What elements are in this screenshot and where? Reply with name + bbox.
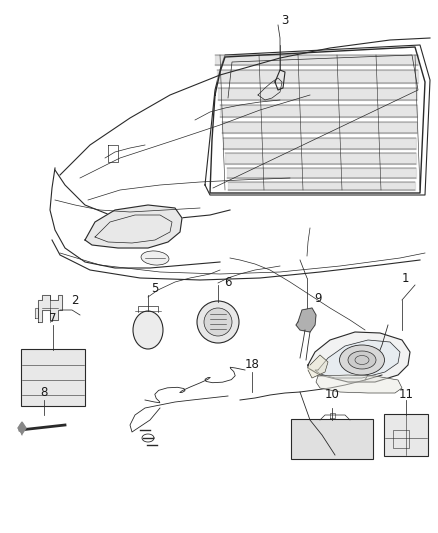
Polygon shape [35, 308, 38, 318]
Polygon shape [296, 308, 316, 332]
Ellipse shape [133, 311, 163, 349]
Polygon shape [315, 340, 400, 378]
Ellipse shape [197, 301, 239, 343]
Polygon shape [308, 332, 410, 382]
FancyBboxPatch shape [384, 414, 428, 456]
Text: 8: 8 [40, 385, 48, 399]
Text: 1: 1 [401, 271, 409, 285]
Polygon shape [18, 422, 26, 434]
Text: 18: 18 [244, 359, 259, 372]
Text: 2: 2 [71, 294, 79, 306]
Polygon shape [38, 295, 62, 322]
Text: 3: 3 [281, 13, 289, 27]
Text: 6: 6 [224, 276, 232, 288]
Text: 10: 10 [325, 389, 339, 401]
Polygon shape [308, 355, 328, 378]
FancyBboxPatch shape [291, 419, 373, 459]
Text: 9: 9 [314, 292, 322, 304]
Polygon shape [85, 205, 182, 248]
Polygon shape [316, 375, 402, 393]
Ellipse shape [339, 345, 385, 375]
Text: 7: 7 [49, 311, 57, 325]
Ellipse shape [204, 308, 232, 336]
Polygon shape [205, 45, 430, 195]
FancyBboxPatch shape [21, 349, 85, 406]
Text: 11: 11 [399, 389, 413, 401]
Ellipse shape [348, 351, 376, 369]
Text: 5: 5 [151, 281, 159, 295]
Ellipse shape [141, 251, 169, 265]
